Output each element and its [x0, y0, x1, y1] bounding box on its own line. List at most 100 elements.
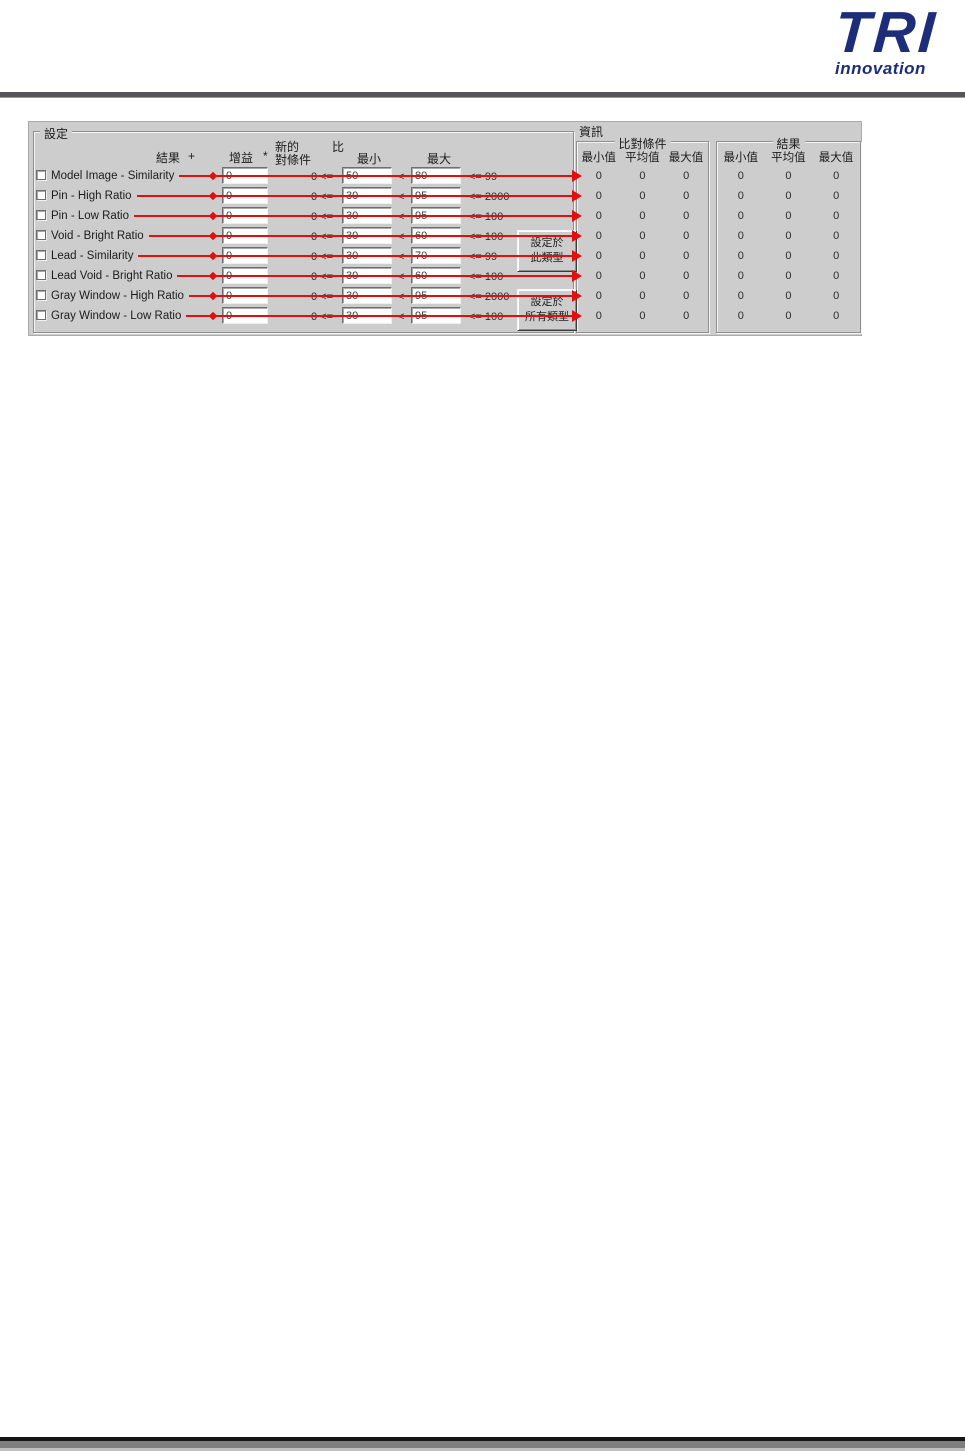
- lower-bound-text: 0 <=: [310, 251, 333, 263]
- lower-bound-text: 0 <=: [310, 231, 333, 243]
- row-label: Model Image - Similarity: [51, 170, 175, 182]
- col-header-gain: 增益: [229, 151, 254, 165]
- red-arrowhead-icon: [572, 250, 582, 262]
- footer-divider-dark: [0, 1437, 965, 1441]
- result-col-avg: 平均值: [771, 152, 806, 164]
- tri-logo-tagline: innovation: [835, 59, 926, 78]
- setting-row: Lead Void - Bright Ratio 0 0 <= 30 < 60 …: [29, 266, 861, 286]
- info-value: 0: [785, 270, 792, 282]
- info-value: 0: [737, 270, 744, 282]
- info-value: 0: [785, 250, 792, 262]
- row-checkbox[interactable]: [36, 310, 46, 320]
- row-checkbox[interactable]: [36, 290, 46, 300]
- setting-row: Pin - High Ratio 0 0 <= 30 < 95 <= 2000: [29, 186, 861, 206]
- info-value: 0: [737, 290, 744, 302]
- row-checkbox[interactable]: [36, 210, 46, 220]
- less-than-text: <: [398, 251, 405, 263]
- info-value: 0: [683, 270, 690, 282]
- info-value: 0: [595, 170, 602, 182]
- info-value: 0: [737, 310, 744, 322]
- result-values: 0 0 0 0 0 0 0 0 0 0 0 0 0 0 0 0 0 0 0 0 0 0 0 0: [717, 167, 860, 327]
- setting-row: Void - Bright Ratio 0 0 <= 30 < 60 <= 10…: [29, 226, 861, 246]
- info-value: 0: [737, 230, 744, 242]
- settings-panel: 設定 結果 + 增益 * 新的 對條件 比 最小 最大 Model Image …: [28, 121, 862, 336]
- header-divider: [0, 92, 965, 98]
- red-arrow-line: [149, 235, 574, 237]
- row-checkbox[interactable]: [36, 170, 46, 180]
- row-checkbox[interactable]: [36, 230, 46, 240]
- red-arrow-line: [186, 315, 574, 317]
- info-value: 0: [737, 210, 744, 222]
- red-arrow-marker: [208, 311, 218, 321]
- upper-bound-text: <= 2000: [469, 191, 510, 203]
- row-checkbox[interactable]: [36, 270, 46, 280]
- red-arrow-marker: [208, 211, 218, 221]
- info-value: 0: [737, 170, 744, 182]
- row-checkbox[interactable]: [36, 250, 46, 260]
- red-arrowhead-icon: [572, 290, 582, 302]
- row-label: Pin - High Ratio: [51, 190, 132, 202]
- info-value: 0: [737, 190, 744, 202]
- info-value: 0: [639, 210, 646, 222]
- info-value: 0: [683, 290, 690, 302]
- info-value: 0: [833, 250, 840, 262]
- info-value: 0: [737, 250, 744, 262]
- col-header-min: 最小: [357, 152, 382, 166]
- red-arrow-line: [177, 275, 574, 277]
- row-checkbox[interactable]: [36, 190, 46, 200]
- red-arrow-line: [138, 255, 574, 257]
- set-all-types-label-line2: 所有類型: [525, 311, 569, 324]
- setting-row: Gray Window - Low Ratio 0 0 <= 30 < 95 <…: [29, 306, 861, 326]
- info-value: 0: [595, 210, 602, 222]
- cond-col-min: 最小值: [581, 152, 617, 164]
- upper-bound-text: <= 100: [469, 211, 504, 223]
- info-value: 0: [639, 310, 646, 322]
- result-col-min: 最小值: [723, 152, 759, 164]
- upper-bound-text: <= 100: [469, 311, 504, 323]
- info-value: 0: [683, 190, 690, 202]
- info-value: 0: [639, 190, 646, 202]
- col-header-result: 結果: [155, 151, 180, 165]
- info-value: 0: [639, 230, 646, 242]
- red-arrow-marker: [208, 251, 218, 261]
- less-than-text: <: [398, 191, 405, 203]
- setting-row: Pin - Low Ratio 0 0 <= 30 < 95 <= 100: [29, 206, 861, 226]
- set-this-type-label-line1: 設定於: [530, 237, 564, 249]
- info-value: 0: [595, 230, 602, 242]
- tri-logo: TRI innovation: [833, 0, 965, 78]
- setting-row: Lead - Similarity 0 0 <= 30 < 70 <= 99: [29, 246, 861, 266]
- less-than-text: <: [398, 311, 405, 323]
- info-value: 0: [639, 250, 646, 262]
- upper-bound-text: <= 100: [469, 271, 504, 283]
- row-label: Lead - Similarity: [51, 250, 134, 262]
- red-arrow-line: [189, 295, 574, 297]
- info-value: 0: [595, 290, 602, 302]
- red-arrow-marker: [208, 171, 218, 181]
- info-value: 0: [683, 170, 690, 182]
- row-label: Lead Void - Bright Ratio: [51, 270, 173, 282]
- red-arrow-marker: [208, 231, 218, 241]
- info-value: 0: [683, 310, 690, 322]
- info-value: 0: [683, 210, 690, 222]
- red-arrow-line: [179, 175, 574, 177]
- lower-bound-text: 0 <=: [310, 291, 333, 303]
- info-value: 0: [833, 170, 840, 182]
- info-value: 0: [785, 190, 792, 202]
- info-value: 0: [833, 210, 840, 222]
- compare-condition-title: 比對條件: [614, 135, 671, 152]
- set-this-type-button[interactable]: 設定於 此類型: [517, 230, 577, 272]
- info-value: 0: [639, 170, 646, 182]
- info-value: 0: [683, 230, 690, 242]
- info-value: 0: [595, 310, 602, 322]
- red-arrowhead-icon: [572, 270, 582, 282]
- less-than-text: <: [398, 171, 405, 183]
- less-than-text: <: [398, 231, 405, 243]
- row-label: Pin - Low Ratio: [51, 210, 129, 222]
- info-value: 0: [785, 170, 792, 182]
- less-than-text: <: [398, 271, 405, 283]
- info-value: 0: [833, 290, 840, 302]
- info-value: 0: [595, 270, 602, 282]
- red-arrow-line: [137, 195, 574, 197]
- col-header-gain-op: *: [263, 149, 268, 163]
